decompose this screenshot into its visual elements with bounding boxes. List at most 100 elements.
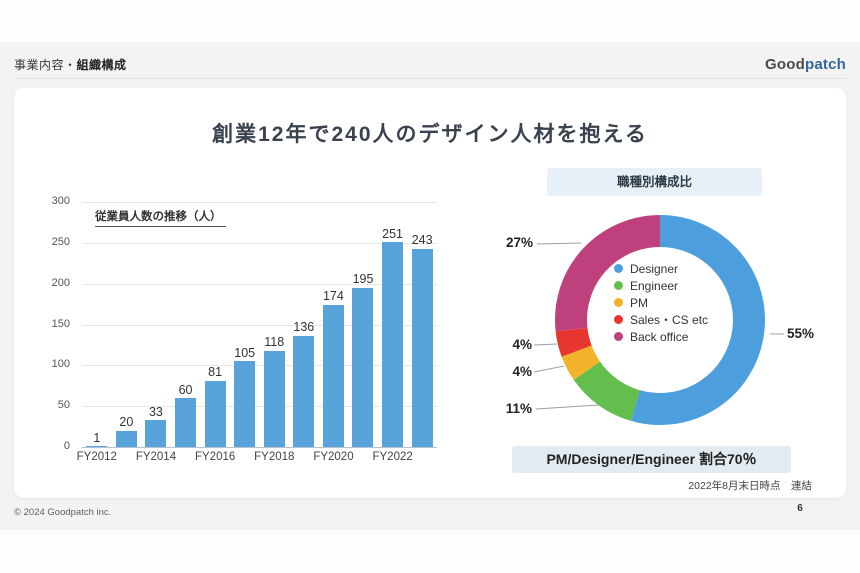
grid-line-300 — [82, 202, 437, 203]
bar-FY2023 — [411, 248, 433, 447]
breadcrumb-section-bold: 組織構成 — [76, 57, 127, 72]
bar-FY2016 — [204, 380, 226, 447]
bar-value-label: 60 — [178, 382, 193, 397]
goodpatch-logo: Goodpatch — [765, 56, 846, 73]
breadcrumb: 事業内容・組織構成 — [14, 56, 127, 73]
bar-value-label: 1 — [93, 430, 101, 445]
bar-slot-FY2014: 33 — [141, 202, 171, 447]
pct-label-sales: 4% — [512, 337, 532, 352]
legend-label: Designer — [630, 261, 679, 276]
bar-value-label: 251 — [382, 226, 403, 241]
legend-swatch — [614, 264, 623, 273]
legend-item-back-office: Back office — [614, 328, 708, 345]
donut-segment-pm — [561, 345, 601, 380]
bar-value-label: 105 — [234, 345, 256, 360]
bar-chart-x-axis: FY2012 FY2014 FY2016 FY2018 FY2020 FY2022 — [77, 451, 437, 465]
bar-chart-title: 従業員人数の推移（人） — [95, 208, 226, 227]
bar-slot-FY2013: 20 — [112, 202, 142, 447]
x-tick-label-FY2018: FY2018 — [254, 451, 295, 463]
logo-text-patch: patch — [804, 55, 846, 73]
bar-slot-FY2023: 243 — [407, 202, 437, 447]
legend-swatch — [614, 315, 623, 324]
grid-line-200 — [82, 283, 437, 285]
grid-line-150 — [82, 324, 437, 326]
legend-item-designer: Designer — [614, 260, 708, 277]
grid-line-50 — [82, 406, 437, 408]
bar-chart-y-axis: 0 50 100 150 200 250 300 — [32, 195, 76, 452]
slide-viewer: 事業内容・組織構成 Goodpatch 創業12年で240人のデザイン人材を抱え… — [0, 42, 860, 530]
bar-value-label: 81 — [208, 365, 223, 380]
x-tick-label-FY2014: FY2014 — [135, 451, 177, 463]
bar-slot-FY2022: 251 — [378, 202, 408, 447]
employee-bar-chart: 1 20 33 60 81 105 118 136 174 195 251 243 — [82, 202, 437, 448]
bar-value-label: 20 — [119, 415, 134, 430]
grid-line-100 — [82, 365, 437, 367]
legend-label: PM — [630, 295, 648, 310]
legend-swatch — [614, 281, 623, 290]
legend-item-pm: PM — [614, 294, 708, 311]
bar-slot-FY2012: 1 — [82, 202, 112, 447]
header-divider — [14, 78, 846, 79]
bar-slot-FY2015: 60 — [171, 202, 201, 447]
pct-label-engineer: 11% — [505, 401, 532, 416]
y-tick-label-100: 100 — [51, 358, 70, 371]
legend-label: Sales・CS etc — [630, 313, 709, 327]
leader-line-engineer — [535, 404, 600, 410]
donut-chart-title: 職種別構成比 — [547, 168, 762, 196]
y-tick-label-300: 300 — [51, 195, 70, 207]
legend-label: Back office — [630, 329, 689, 344]
bar-FY2022 — [382, 242, 404, 447]
bar-value-label: 195 — [352, 272, 374, 287]
x-tick-label-FY2012: FY2012 — [76, 451, 117, 463]
top-strip — [0, 0, 860, 42]
legend-label: Engineer — [630, 278, 679, 293]
donut-arcs — [555, 215, 765, 425]
legend-item-sales-cs-etc: Sales・CS etc — [614, 311, 708, 328]
donut-legend: Designer Engineer PM Sales・CS etc Back offic… — [614, 260, 708, 345]
bar-value-label: 243 — [411, 233, 433, 248]
bar-slot-FY2018: 118 — [259, 202, 289, 447]
legend-item-engineer: Engineer — [614, 277, 708, 294]
bar-FY2014 — [145, 420, 167, 447]
x-tick-label-FY2022: FY2022 — [372, 451, 413, 463]
pct-label-designer: 55% — [787, 326, 815, 341]
bar-FY2018 — [263, 350, 285, 447]
ratio-callout: PM/Designer/Engineer 割合70％ — [512, 446, 791, 473]
bar-FY2012 — [86, 446, 108, 447]
bar-FY2013 — [115, 430, 137, 447]
legend-swatch — [614, 298, 623, 307]
bar-FY2021 — [352, 287, 374, 447]
bar-FY2020 — [322, 304, 344, 447]
slide-title: 創業12年で240人のデザイン人材を抱える — [212, 123, 648, 146]
bar-slot-FY2016: 81 — [200, 202, 230, 447]
donut-segment-engineer — [573, 361, 641, 421]
bar-slot-FY2017: 105 — [230, 202, 260, 447]
bar-FY2019 — [293, 335, 315, 447]
logo-text-good: Good — [765, 55, 805, 73]
x-tick-label-FY2016: FY2016 — [194, 451, 236, 463]
y-tick-label-50: 50 — [57, 399, 70, 412]
leader-line-back-office — [536, 242, 582, 245]
bar-FY2017 — [234, 361, 256, 447]
x-tick-label-FY2020: FY2020 — [313, 451, 354, 463]
bar-series: 1 20 33 60 81 105 118 136 174 195 251 243 — [82, 202, 437, 447]
bar-FY2015 — [175, 398, 197, 447]
y-tick-label-200: 200 — [51, 276, 70, 289]
y-tick-label-150: 150 — [51, 317, 70, 330]
bar-slot-FY2019: 136 — [289, 202, 319, 447]
bar-value-label: 174 — [322, 289, 344, 304]
y-tick-label-250: 250 — [51, 235, 70, 248]
bar-value-label: 118 — [264, 335, 285, 350]
grid-line-0 — [82, 447, 437, 448]
donut-segment-designer — [631, 215, 765, 425]
bar-slot-FY2020: 174 — [319, 202, 349, 447]
donut-segment-sales-cs-etc — [555, 327, 592, 357]
bottom-strip — [0, 530, 860, 573]
pct-label-back-office: 27% — [505, 235, 533, 250]
grid-line-250 — [82, 242, 437, 244]
viewer-header: 事業内容・組織構成 Goodpatch — [14, 52, 846, 76]
donut-chart — [533, 215, 784, 425]
breadcrumb-section: 事業内容・ — [14, 57, 77, 72]
leader-lines — [533, 242, 784, 410]
